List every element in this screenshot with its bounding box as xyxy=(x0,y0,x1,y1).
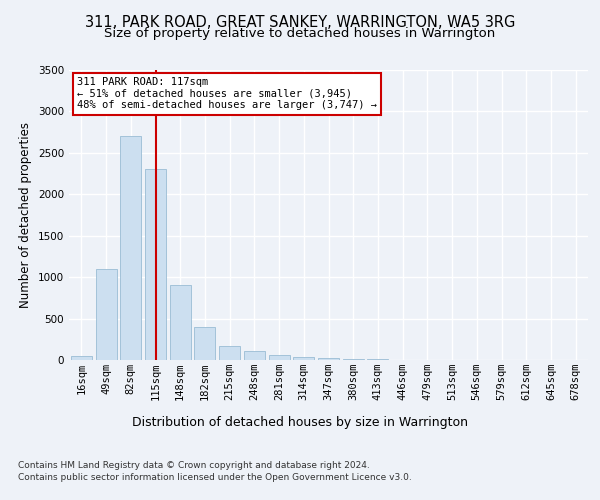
Bar xyxy=(194,327,215,360)
Text: Distribution of detached houses by size in Warrington: Distribution of detached houses by size … xyxy=(132,416,468,429)
Bar xyxy=(71,356,92,360)
Text: Size of property relative to detached houses in Warrington: Size of property relative to detached ho… xyxy=(104,28,496,40)
Text: 311, PARK ROAD, GREAT SANKEY, WARRINGTON, WA5 3RG: 311, PARK ROAD, GREAT SANKEY, WARRINGTON… xyxy=(85,15,515,30)
Bar xyxy=(120,136,141,360)
Bar xyxy=(269,354,290,360)
Bar xyxy=(95,269,116,360)
Y-axis label: Number of detached properties: Number of detached properties xyxy=(19,122,32,308)
Text: 311 PARK ROAD: 117sqm
← 51% of detached houses are smaller (3,945)
48% of semi-d: 311 PARK ROAD: 117sqm ← 51% of detached … xyxy=(77,77,377,110)
Text: Contains HM Land Registry data © Crown copyright and database right 2024.: Contains HM Land Registry data © Crown c… xyxy=(18,460,370,469)
Bar xyxy=(170,286,191,360)
Bar xyxy=(145,170,166,360)
Bar xyxy=(343,359,364,360)
Bar xyxy=(293,356,314,360)
Bar xyxy=(318,358,339,360)
Text: Contains public sector information licensed under the Open Government Licence v3: Contains public sector information licen… xyxy=(18,473,412,482)
Bar xyxy=(219,346,240,360)
Bar xyxy=(244,351,265,360)
